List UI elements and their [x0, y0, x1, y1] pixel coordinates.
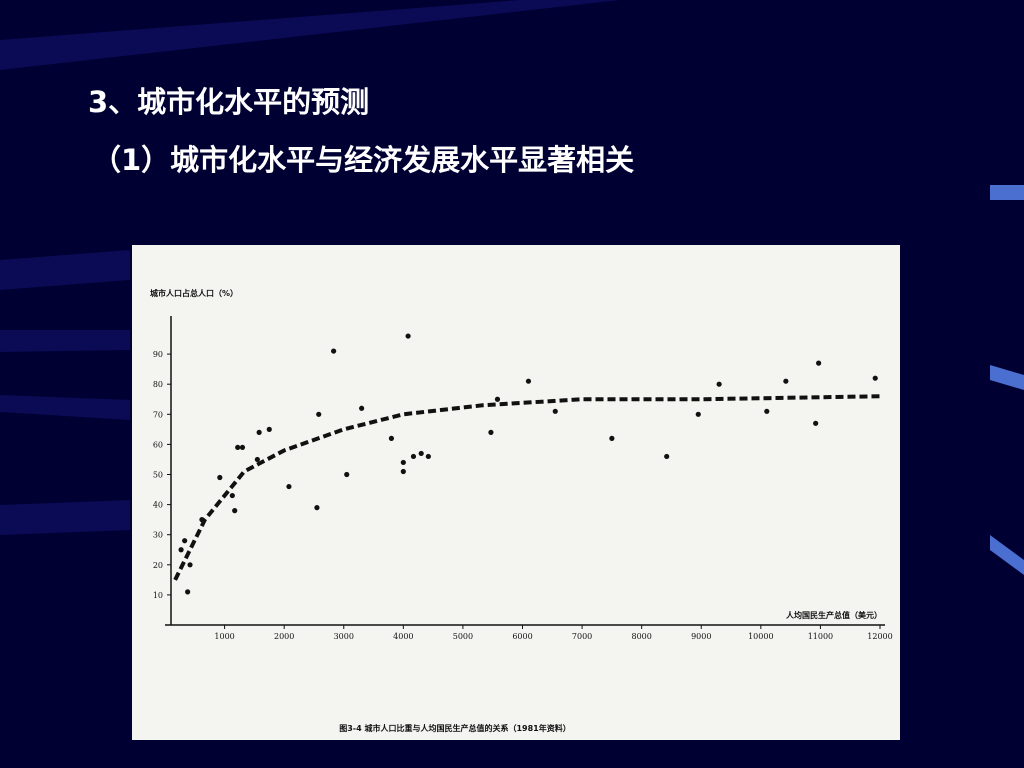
- y-tick-label: 70: [153, 410, 163, 419]
- caption: 图3-4 城市人口比重与人均国民生产总值的关系（1981年资料）: [339, 723, 571, 733]
- data-point: [410, 453, 417, 460]
- x-tick-label: 1000: [214, 632, 234, 641]
- stripe: [990, 535, 1024, 575]
- data-point: [872, 375, 878, 381]
- data-point: [816, 360, 822, 366]
- data-point: [418, 450, 424, 457]
- x-tick-label: 5000: [453, 632, 473, 641]
- stripe: [0, 330, 130, 352]
- x-tick-label: 8000: [631, 632, 651, 641]
- x-axis-label: 人均国民生产总值（美元）: [786, 610, 882, 620]
- stripe: [0, 500, 130, 535]
- data-point: [286, 483, 292, 490]
- x-tick-label: 12000: [867, 632, 892, 641]
- data-point: [344, 471, 350, 478]
- data-point: [178, 547, 184, 553]
- data-point: [254, 456, 260, 463]
- data-point: [716, 381, 722, 387]
- data-point: [266, 426, 272, 432]
- stripe: [990, 365, 1024, 390]
- x-tick-label: 3000: [334, 632, 354, 641]
- data-point: [494, 396, 501, 402]
- data-point: [316, 411, 322, 417]
- data-point: [331, 348, 337, 354]
- y-tick-label: 40: [153, 501, 163, 510]
- stripe: [0, 250, 130, 290]
- x-tick-label: 4000: [393, 632, 413, 641]
- y-tick-label: 90: [153, 350, 163, 359]
- trend-line: [173, 394, 881, 581]
- x-tick-label: 2000: [274, 632, 294, 641]
- y-tick-label: 60: [153, 440, 163, 449]
- data-point: [400, 459, 406, 466]
- y-tick-label: 80: [153, 380, 163, 389]
- data-point: [405, 333, 411, 339]
- data-point: [187, 562, 193, 568]
- data-point: [239, 444, 246, 451]
- subheading: （1）城市化水平与经济发展水平显著相关: [92, 143, 634, 177]
- x-tick-label: 11000: [808, 632, 833, 641]
- y-tick-label: 20: [153, 561, 163, 570]
- data-point: [388, 435, 395, 441]
- y-tick-label: 50: [153, 471, 163, 480]
- data-point: [425, 453, 431, 460]
- stripe: [990, 185, 1024, 200]
- data-point: [185, 589, 191, 595]
- x-tick-label: 10000: [748, 632, 773, 641]
- data-point: [695, 411, 701, 417]
- heading: 3、城市化水平的预测: [88, 85, 369, 119]
- y-tick-label: 10: [153, 591, 163, 600]
- x-tick-label: 6000: [512, 632, 532, 641]
- data-point: [609, 435, 615, 441]
- x-tick-label: 7000: [572, 632, 592, 641]
- data-point: [217, 474, 223, 481]
- stripe: [0, 395, 130, 420]
- data-point: [764, 408, 770, 414]
- data-point: [813, 420, 819, 426]
- chart-panel: [132, 245, 900, 740]
- x-tick-label: 9000: [691, 632, 711, 641]
- y-axis-label: 城市人口占总人口（%）: [150, 288, 238, 298]
- data-point: [314, 505, 320, 511]
- data-point: [664, 453, 670, 460]
- data-point: [182, 538, 188, 544]
- data-point: [488, 429, 494, 435]
- data-point: [400, 468, 406, 475]
- data-point: [552, 408, 558, 414]
- data-point: [359, 405, 365, 411]
- data-point: [525, 378, 532, 384]
- data-point: [229, 492, 235, 499]
- y-tick-label: 30: [153, 531, 163, 540]
- data-point: [783, 378, 789, 384]
- stripe: [0, 0, 620, 70]
- data-point: [232, 508, 238, 514]
- data-point: [256, 429, 262, 435]
- data-point: [235, 444, 241, 451]
